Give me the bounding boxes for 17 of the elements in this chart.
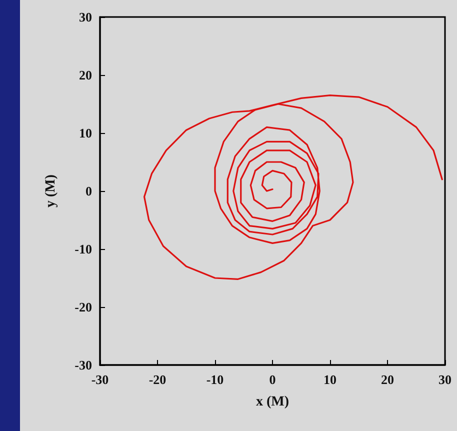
y-tick-label: 30 [79,10,92,24]
x-tick-label: -20 [148,372,166,387]
line-series [143,94,443,280]
y-tick-label: -20 [74,300,92,314]
x-tick-label: -30 [91,372,109,387]
x-tick-label: 10 [324,372,336,387]
x-tick-label: 30 [438,372,452,387]
y-tick-label: 10 [79,126,92,140]
y-tick-label: 0 [86,184,92,198]
x-tick-label: -10 [206,372,224,387]
y-axis-title: y (M) [44,174,58,208]
x-axis-title: x (M) [256,394,290,410]
x-tick-label: 20 [381,372,394,387]
y-tick-label: -10 [74,242,92,256]
y-tick-label: -30 [74,358,92,372]
y-tick-label: 20 [79,68,92,82]
x-tick-label: 0 [269,372,276,387]
